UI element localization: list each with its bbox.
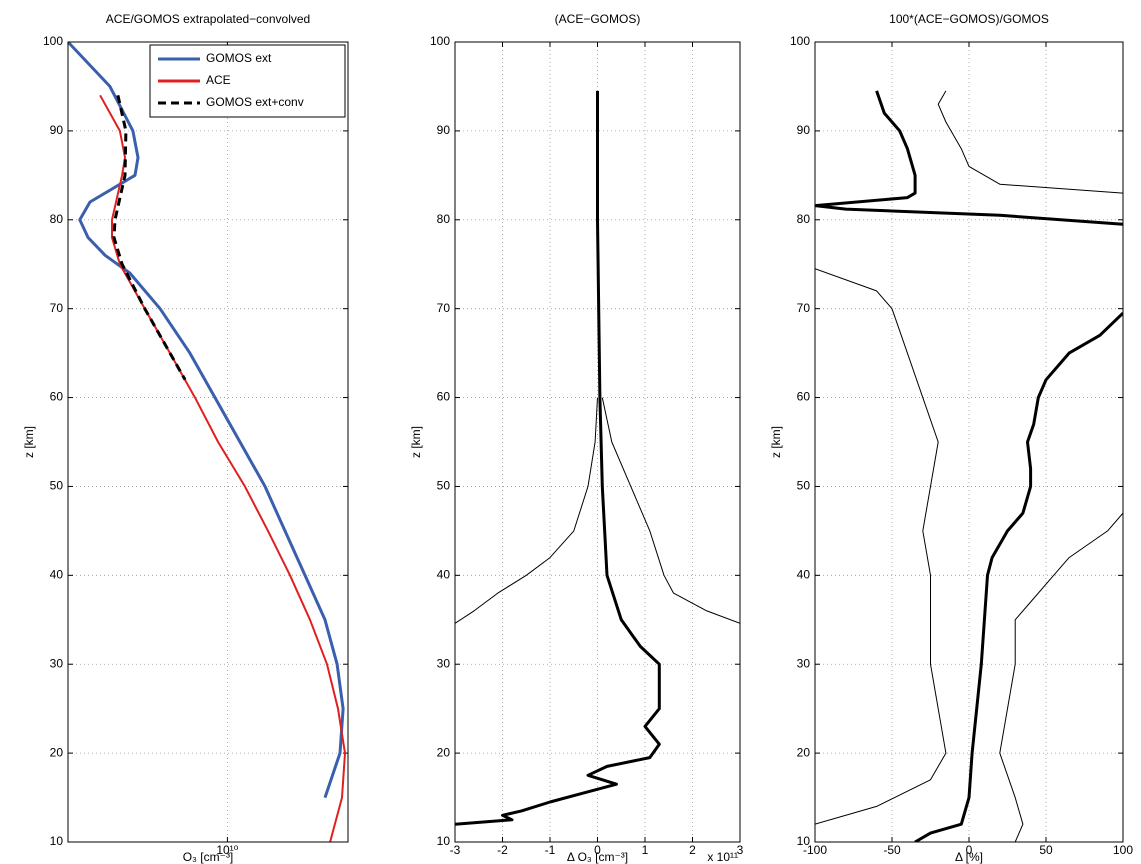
y-tick-label: 90 (797, 123, 811, 137)
y-axis-label: z [km] (769, 426, 783, 458)
legend-label: GOMOS ext+conv (206, 95, 304, 109)
x-tick-label: 2 (689, 843, 696, 857)
y-tick-label: 60 (437, 390, 451, 404)
series-line (455, 90, 661, 826)
series-line (815, 90, 1123, 842)
y-tick-label: 60 (797, 390, 811, 404)
x-tick-label: 1 (642, 843, 649, 857)
y-tick-label: 30 (50, 656, 64, 670)
chart-title: 100*(ACE−GOMOS)/GOMOS (889, 12, 1049, 26)
x-tick-label: 100 (1113, 843, 1133, 857)
y-tick-label: 10 (50, 834, 64, 848)
panel: 10 20 30 40 50 60 70 80 90 100 10¹⁰ ACE/GOMOS extra… (22, 12, 349, 864)
y-tick-label: 80 (437, 212, 451, 226)
y-tick-label: 80 (797, 212, 811, 226)
chart-title: ACE/GOMOS extrapolated−convolved (106, 12, 310, 26)
series-line (455, 397, 598, 624)
x-tick-label: 0 (966, 843, 973, 857)
y-tick-label: 40 (437, 568, 451, 582)
x-multiplier: x 10¹¹ (707, 850, 738, 864)
y-tick-label: 50 (437, 479, 451, 493)
axes-frame (814, 41, 1124, 843)
y-tick-label: 70 (437, 301, 451, 315)
x-axis-label: Δ [%] (955, 850, 983, 864)
panel: 10 20 30 40 50 60 70 80 90 100 -3 -2 -1 0 1 2 3 (ACE−GOMO… (409, 12, 743, 864)
axes-frame (454, 41, 741, 843)
y-tick-label: 20 (797, 745, 811, 759)
y-tick-label: 50 (50, 479, 64, 493)
x-axis-label: Δ O₃ [cm⁻³] (567, 850, 628, 864)
chart-title: (ACE−GOMOS) (555, 12, 641, 26)
series-line (999, 512, 1123, 842)
y-tick-label: 100 (430, 34, 450, 48)
y-tick-label: 20 (50, 745, 64, 759)
x-tick-label: 50 (1039, 843, 1053, 857)
legend: GOMOS ext ACE GOMOS ext+conv (149, 44, 346, 118)
y-axis-label: z [km] (22, 426, 36, 458)
x-tick-label: -50 (883, 843, 901, 857)
y-tick-label: 20 (437, 745, 451, 759)
x-axis-label: O₃ [cm⁻³] (183, 850, 234, 864)
series-line (112, 94, 187, 381)
axes-frame (67, 41, 349, 843)
x-tick-label: -3 (450, 843, 461, 857)
panel: 10 20 30 40 50 60 70 80 90 100 -100 -50 0 50 100 100*(A… (769, 12, 1133, 864)
y-tick-label: 90 (437, 123, 451, 137)
y-tick-label: 80 (50, 212, 64, 226)
series-line (937, 90, 1123, 194)
y-tick-label: 10 (437, 834, 451, 848)
x-tick-label: 10¹⁰ (216, 843, 238, 857)
x-tick-label: -2 (497, 843, 508, 857)
y-tick-label: 60 (50, 390, 64, 404)
y-tick-label: 40 (797, 568, 811, 582)
y-tick-label: 30 (797, 656, 811, 670)
x-tick-label: -1 (545, 843, 556, 857)
series-line (68, 42, 345, 799)
series-line (99, 94, 346, 842)
x-tick-label: 3 (737, 843, 744, 857)
series-line (815, 268, 947, 825)
y-tick-label: 70 (50, 301, 64, 315)
series-line (601, 397, 740, 624)
legend-label: ACE (206, 73, 231, 87)
y-tick-label: 100 (43, 34, 63, 48)
legend-label: GOMOS ext (206, 51, 272, 65)
y-tick-label: 30 (437, 656, 451, 670)
y-tick-label: 90 (50, 123, 64, 137)
y-tick-label: 70 (797, 301, 811, 315)
y-tick-label: 40 (50, 568, 64, 582)
x-tick-label: 0 (594, 843, 601, 857)
y-tick-label: 50 (797, 479, 811, 493)
x-tick-label: -100 (803, 843, 827, 857)
y-tick-label: 100 (790, 34, 810, 48)
y-tick-label: 10 (797, 834, 811, 848)
y-axis-label: z [km] (409, 426, 423, 458)
